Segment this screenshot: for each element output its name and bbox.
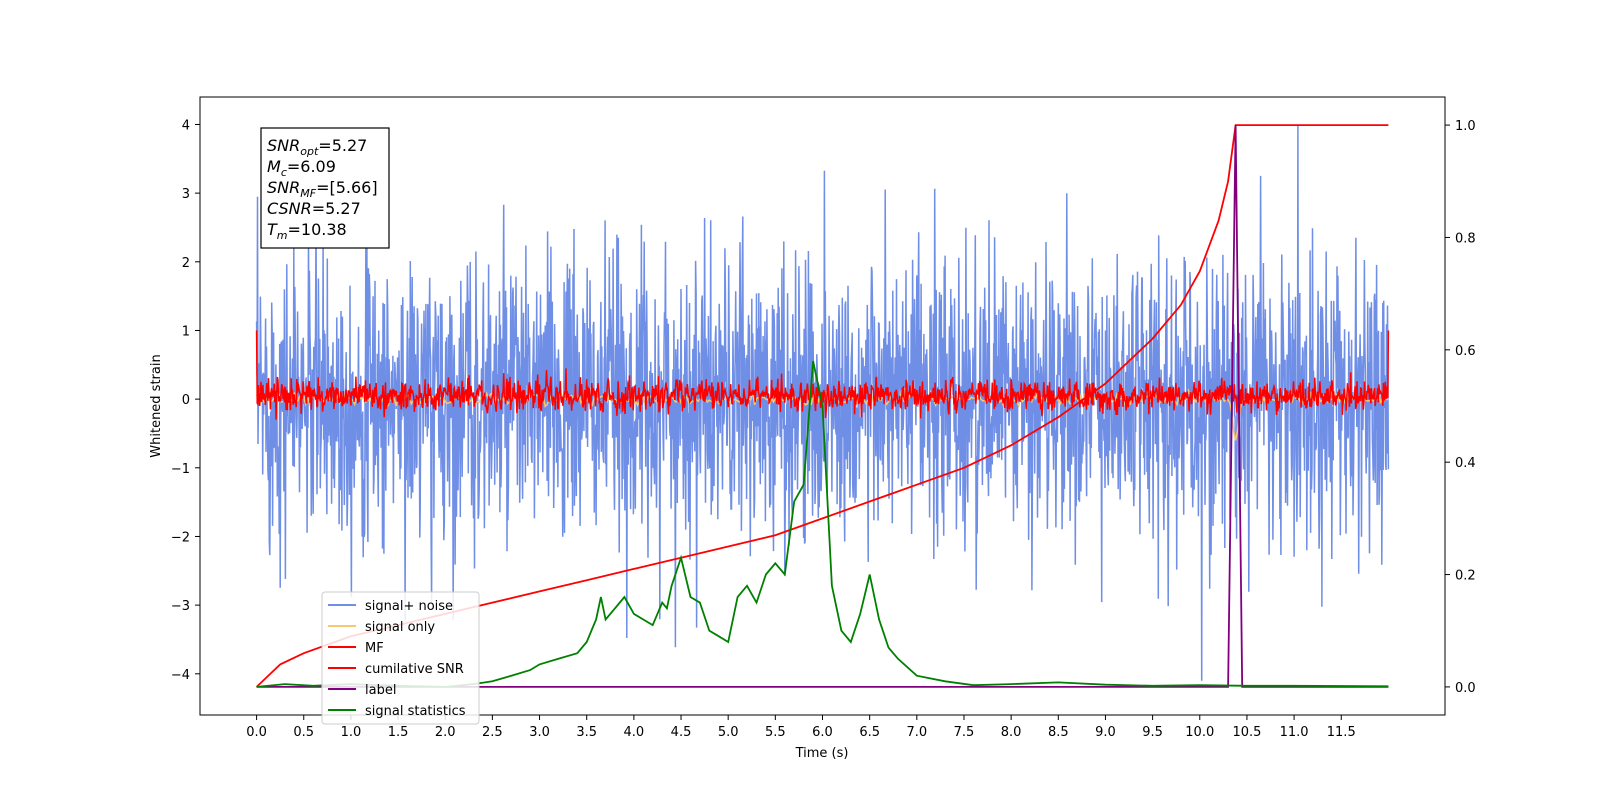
- y-tick-label: −3: [171, 599, 190, 614]
- x-axis: 0.0 0.5 1.0 1.5 2.0 2.5 3.0 3.5 4.0 4.5 5.0 5.5 6.0 6…: [246, 715, 1356, 740]
- x-tick-label: 3.0: [529, 725, 550, 740]
- y2-tick-label: 0.4: [1455, 456, 1476, 471]
- x-tick-label: 4.5: [671, 725, 692, 740]
- legend-label: signal statistics: [365, 704, 466, 719]
- series-line-4: [256, 125, 1389, 688]
- x-tick-label: 4.0: [624, 725, 645, 740]
- x-tick-label: 7.0: [906, 725, 927, 740]
- annotation-line: SNRopt=5.27: [267, 136, 367, 158]
- y2-tick-label: 0.6: [1455, 344, 1476, 359]
- legend-label: label: [365, 683, 396, 698]
- series-line-5: [256, 360, 1389, 688]
- x-tick-label: 5.0: [718, 725, 739, 740]
- x-tick-label: 0.0: [246, 725, 267, 740]
- legend-label: cumilative SNR: [365, 662, 464, 677]
- y-tick-label: 0: [182, 393, 190, 408]
- x-tick-label: 2.5: [482, 725, 503, 740]
- y-tick-label: 1: [182, 324, 190, 339]
- y-axis-title: Whitened strain: [149, 354, 164, 457]
- x-tick-label: 0.5: [293, 725, 314, 740]
- x-tick-label: 7.5: [954, 725, 975, 740]
- annotation-line: Mc=6.09: [267, 157, 336, 179]
- x-tick-label: 11.0: [1280, 725, 1309, 740]
- y2-tick-label: 1.0: [1455, 119, 1476, 134]
- series-line-2: [255, 330, 1390, 420]
- x-tick-label: 6.0: [812, 725, 833, 740]
- annotation-frame: [260, 127, 390, 249]
- x-tick-label: 3.5: [576, 725, 597, 740]
- x-tick-label: 1.5: [388, 725, 409, 740]
- y-tick-label: 2: [182, 256, 190, 271]
- x-axis-title: Time (s): [795, 746, 849, 761]
- legend-label: signal+ noise: [365, 599, 453, 614]
- y-tick-label: −4: [171, 668, 190, 683]
- x-tick-label: 9.5: [1142, 725, 1163, 740]
- x-tick-label: 8.5: [1048, 725, 1069, 740]
- y-tick-label: −2: [171, 530, 190, 545]
- y2-tick-label: 0.0: [1455, 681, 1476, 696]
- legend-frame: [321, 591, 480, 725]
- annotation-line: SNRMF=[5.66]: [267, 178, 378, 200]
- x-tick-label: 11.5: [1327, 725, 1356, 740]
- x-tick-label: 8.0: [1001, 725, 1022, 740]
- y2-tick-label: 0.8: [1455, 231, 1476, 246]
- y-tick-label: 4: [182, 118, 190, 133]
- annotation-line: Tm=10.38: [267, 220, 347, 242]
- annotation-line: CSNR=5.27: [267, 199, 361, 218]
- y2-tick-label: 0.2: [1455, 569, 1476, 584]
- y-axis-left: 4 3 2 1 0 −1 −2 −3 −4: [171, 118, 200, 683]
- x-tick-label: 10.5: [1232, 725, 1261, 740]
- x-tick-label: 5.5: [765, 725, 786, 740]
- x-tick-label: 1.0: [341, 725, 362, 740]
- x-tick-label: 10.0: [1185, 725, 1214, 740]
- y-axis-right: 1.0 0.8 0.6 0.4 0.2 0.0: [1445, 119, 1476, 696]
- y-tick-label: −1: [171, 462, 190, 477]
- legend: signal+ noise signal only MF cumilative SNR…: [321, 591, 480, 725]
- y-tick-label: 3: [182, 187, 190, 202]
- x-tick-label: 2.0: [435, 725, 456, 740]
- legend-label: signal only: [365, 620, 435, 635]
- x-tick-label: 9.0: [1095, 725, 1116, 740]
- x-tick-label: 6.5: [859, 725, 880, 740]
- legend-label: MF: [365, 641, 384, 656]
